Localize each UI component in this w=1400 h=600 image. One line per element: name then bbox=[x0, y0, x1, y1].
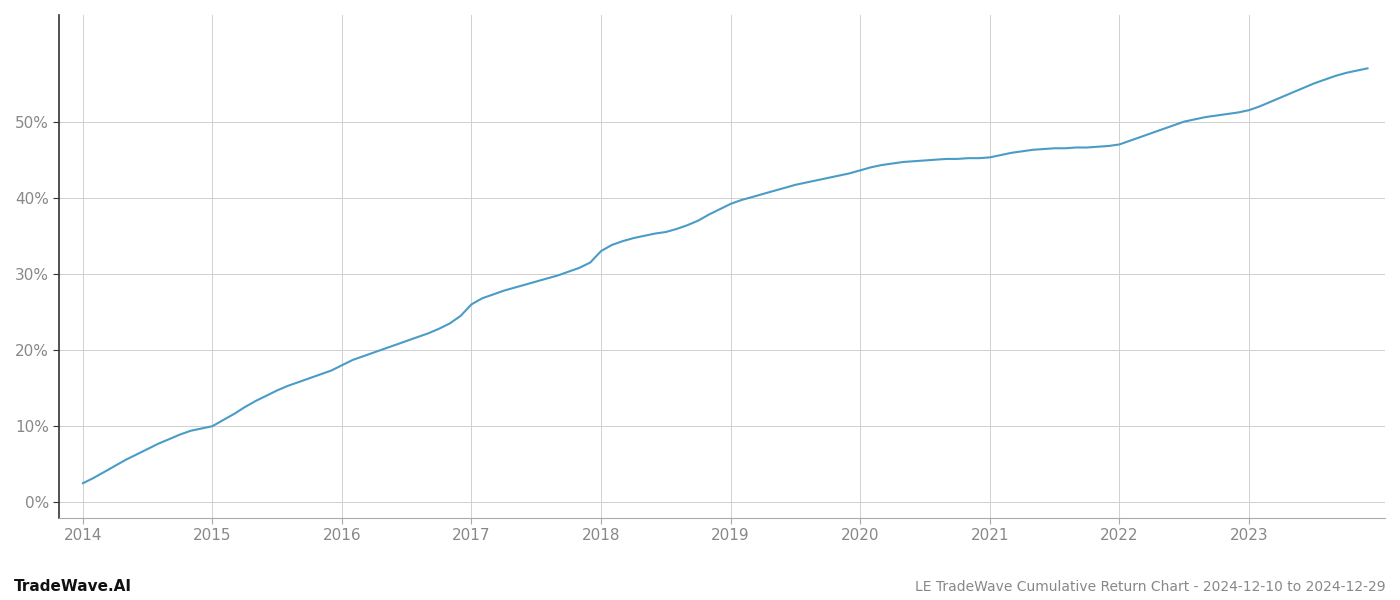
Text: TradeWave.AI: TradeWave.AI bbox=[14, 579, 132, 594]
Text: LE TradeWave Cumulative Return Chart - 2024-12-10 to 2024-12-29: LE TradeWave Cumulative Return Chart - 2… bbox=[916, 580, 1386, 594]
